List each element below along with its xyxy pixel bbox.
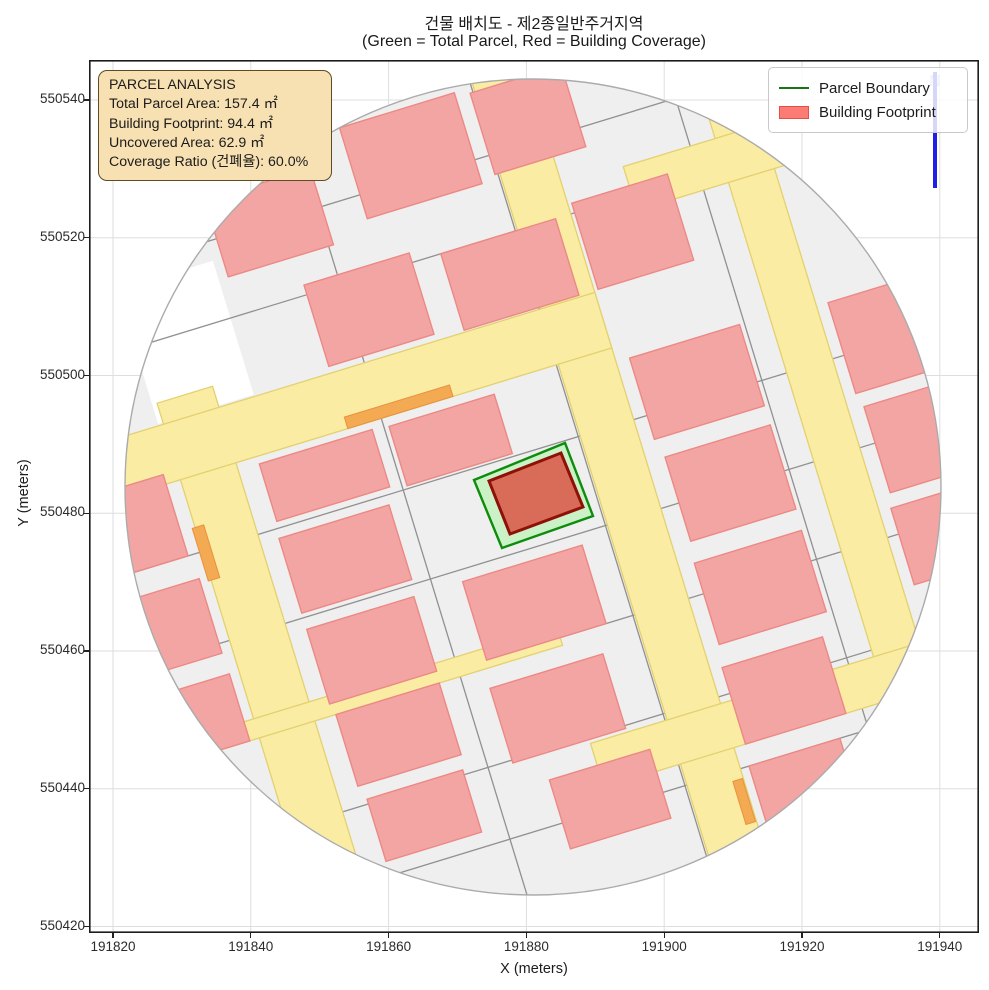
building	[664, 424, 797, 543]
info-line: Building Footprint: 94.4 ㎡	[109, 115, 274, 132]
legend-item: Building Footprint	[779, 100, 957, 124]
legend-line-swatch	[779, 87, 809, 89]
legend-label: Parcel Boundary	[819, 79, 930, 97]
building	[388, 393, 514, 487]
building	[305, 595, 438, 705]
x-tick-mark	[939, 933, 941, 938]
y-tick-mark	[84, 237, 89, 239]
building	[278, 504, 413, 614]
orange-parcel	[732, 777, 757, 826]
legend-label: Building Footprint	[819, 103, 936, 121]
y-tick-mark	[84, 374, 89, 377]
x-tick-label: 191840	[228, 939, 274, 954]
figure-subtitle: (Green = Total Parcel, Red = Building Co…	[362, 33, 706, 50]
y-tick-mark	[84, 99, 89, 101]
building	[693, 529, 828, 646]
y-axis-label: Y (meters)	[16, 459, 32, 527]
building-footprint	[487, 451, 585, 536]
y-tick-label: 550480	[39, 504, 85, 520]
building	[258, 428, 391, 523]
y-tick-label: 550500	[39, 366, 85, 382]
y-tick-label: 550440	[39, 779, 85, 795]
y-tick-label: 550460	[39, 642, 85, 657]
building	[461, 544, 608, 662]
axes-spines	[89, 60, 979, 933]
x-tick-label: 191820	[90, 939, 136, 954]
building	[570, 173, 695, 291]
x-tick-label: 191940	[917, 939, 963, 954]
x-tick-mark	[801, 933, 803, 938]
building	[303, 252, 435, 368]
building	[335, 682, 463, 788]
x-tick-mark	[250, 933, 252, 938]
building	[366, 769, 483, 863]
info-line: Uncovered Area: 62.9 ㎡	[109, 134, 265, 151]
x-tick-mark	[663, 933, 665, 938]
building	[548, 748, 672, 850]
parcel-grid-line	[287, 112, 540, 895]
building	[125, 473, 189, 581]
x-tick-label: 191880	[503, 939, 549, 954]
y-tick-label: 550520	[39, 228, 85, 244]
info-box-title: PARCEL ANALYSIS	[109, 77, 236, 93]
building	[338, 91, 483, 220]
orange-parcel	[343, 384, 454, 430]
x-tick-mark	[525, 933, 528, 938]
legend: Parcel Boundary Building Footprint	[768, 67, 968, 133]
info-line: Coverage Ratio (건폐율): 60.0%	[109, 154, 309, 171]
building	[863, 380, 941, 494]
legend-item: Parcel Boundary	[779, 76, 957, 100]
x-tick-label: 191860	[366, 939, 412, 954]
building	[628, 323, 766, 441]
building	[721, 636, 847, 745]
map-circle-edge	[124, 78, 942, 896]
y-tick-mark	[84, 650, 89, 652]
y-tick-label: 550540	[39, 91, 85, 106]
info-box: PARCEL ANALYSIS Total Parcel Area: 157.4…	[98, 70, 332, 181]
legend-patch-swatch	[779, 105, 809, 119]
road	[670, 79, 941, 819]
building	[489, 652, 627, 764]
x-axis-label: X (meters)	[500, 961, 568, 977]
info-line: Total Parcel Area: 157.4 ㎡	[109, 96, 278, 113]
plot-area: N	[89, 60, 979, 933]
orange-parcel	[191, 524, 221, 582]
x-tick-mark	[387, 933, 390, 938]
y-tick-mark	[84, 788, 89, 790]
building	[439, 217, 580, 332]
x-tick-label: 191920	[779, 939, 825, 954]
x-tick-label: 191900	[641, 939, 687, 954]
y-tick-mark	[84, 512, 89, 514]
y-tick-mark	[84, 925, 89, 928]
building	[889, 481, 941, 586]
y-tick-label: 550420	[39, 917, 85, 933]
figure-title: 건물 배치도 - 제2종일반주거지역	[424, 16, 644, 33]
x-tick-mark	[112, 933, 114, 938]
